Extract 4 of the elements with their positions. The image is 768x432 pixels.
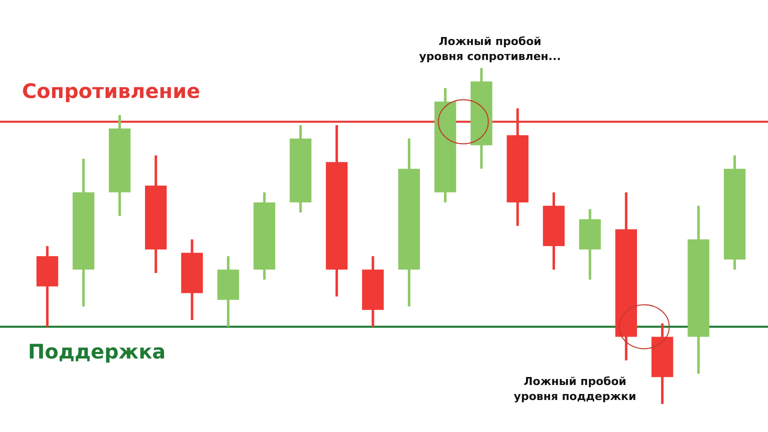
ref-line-label: Поддержка [28, 340, 166, 364]
text: Ложный пробой уровня сопротивлен... [419, 35, 561, 63]
ref-line-label: Сопротивление [22, 78, 200, 103]
annotation: Ложный пробой уровня поддержки [514, 375, 636, 403]
